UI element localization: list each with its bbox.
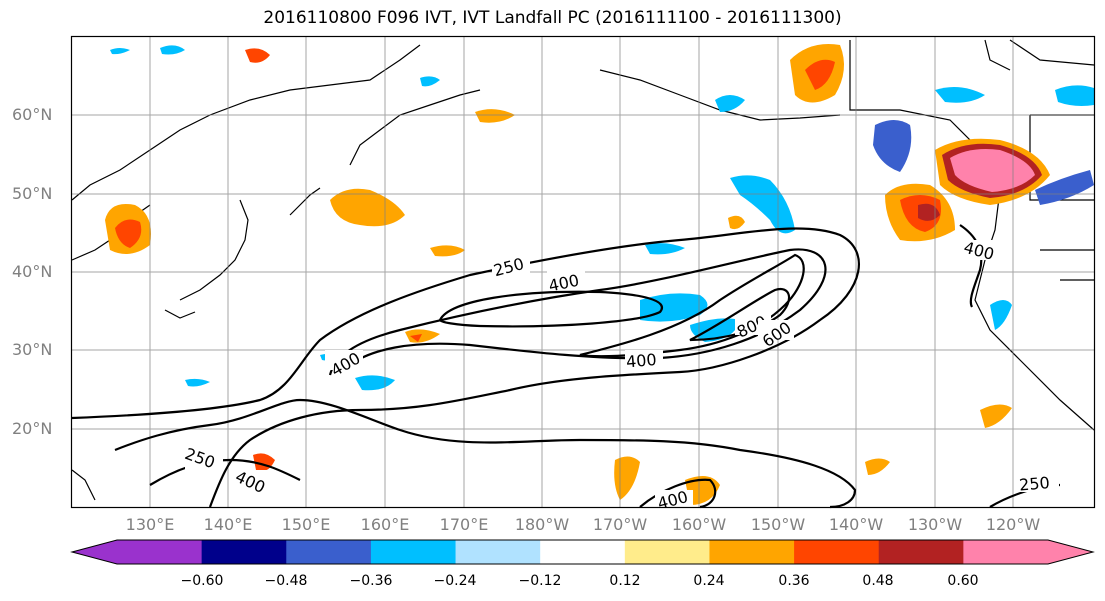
lon-label: 160°W — [671, 515, 727, 534]
map-frame — [70, 35, 1096, 509]
colorbar-swatch — [709, 540, 795, 564]
colorbar-swatch — [286, 540, 372, 564]
lon-label: 140°W — [828, 515, 884, 534]
contour-label: 400 — [625, 350, 657, 372]
colorbar-tick-label: −0.60 — [180, 573, 224, 589]
lon-label: 160°E — [360, 515, 410, 534]
colorbar-swatch — [794, 540, 880, 564]
lon-label: 140°E — [203, 515, 253, 534]
lon-label: 170°W — [592, 515, 648, 534]
colorbar-swatch — [878, 540, 964, 564]
colorbar-tick-label: −0.48 — [264, 573, 308, 589]
colorbar-tick-label: 0.48 — [862, 573, 894, 589]
lat-label-60n: 60°N — [12, 105, 53, 124]
colorbar-tick-label: 0.36 — [778, 573, 810, 589]
colorbar-swatch — [201, 540, 287, 564]
contour-label: 250 — [1018, 473, 1050, 495]
colorbar — [70, 539, 1095, 565]
lon-label: 130°E — [125, 515, 175, 534]
colorbar-swatch — [540, 540, 626, 564]
map-title: 2016110800 F096 IVT, IVT Landfall PC (20… — [263, 8, 842, 28]
colorbar-tick-label: −0.36 — [349, 573, 393, 589]
colorbar-tick-label: 0.12 — [609, 573, 641, 589]
colorbar-outline — [70, 539, 1095, 565]
colorbar-tick-label: −0.24 — [433, 573, 477, 589]
lon-label: 170°E — [439, 515, 489, 534]
colorbar-swatch — [117, 540, 203, 564]
colorbar-extend-min — [72, 540, 117, 564]
lat-label-20n: 20°N — [12, 419, 53, 438]
lon-label: 120°W — [985, 515, 1041, 534]
colorbar-tick-label: 0.60 — [947, 573, 979, 589]
lat-label-40n: 40°N — [12, 262, 53, 281]
colorbar-tick-label: −0.12 — [518, 573, 562, 589]
colorbar-swatch — [963, 540, 1049, 564]
lon-label: 130°W — [907, 515, 963, 534]
lon-label: 180°W — [514, 515, 570, 534]
lat-label-50n: 50°N — [12, 184, 53, 203]
lon-label: 150°E — [281, 515, 331, 534]
shaded-fields — [105, 44, 1094, 505]
colorbar-swatch — [370, 540, 457, 564]
colorbar-swatch — [624, 540, 710, 564]
colorbar-extend-max — [1048, 540, 1093, 564]
lon-label: 150°W — [750, 515, 806, 534]
gridlines — [72, 37, 1094, 507]
colorbar-swatch — [455, 540, 541, 564]
colorbar-tick-label: 0.24 — [693, 573, 725, 589]
lat-label-30n: 30°N — [12, 340, 53, 359]
